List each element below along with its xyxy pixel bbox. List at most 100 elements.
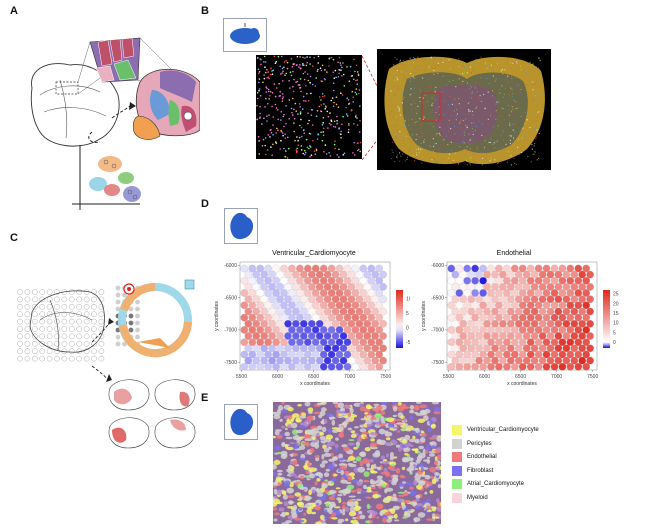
y-tick-label: -7500 bbox=[224, 360, 237, 366]
tissue-speck bbox=[532, 82, 534, 84]
cell-blob bbox=[358, 437, 363, 442]
cell-blob bbox=[412, 502, 417, 507]
transcript-dot bbox=[281, 132, 284, 134]
tissue-speck bbox=[436, 160, 439, 162]
tissue-speck bbox=[483, 93, 485, 96]
cell-blob bbox=[353, 446, 358, 450]
spot-point bbox=[479, 264, 487, 273]
tissue-speck bbox=[427, 78, 429, 80]
tissue-speck bbox=[507, 151, 510, 153]
tissue-speck bbox=[416, 154, 418, 156]
tissue-speck bbox=[466, 82, 469, 84]
cell-blob bbox=[319, 432, 324, 436]
colorbar bbox=[603, 290, 610, 348]
legend-label: Endothelial bbox=[467, 454, 497, 460]
spot-point bbox=[491, 307, 499, 316]
spot-point bbox=[538, 270, 547, 279]
tissue-speck bbox=[468, 110, 470, 112]
transcript-dot bbox=[268, 114, 270, 116]
transcript-dot bbox=[287, 136, 289, 139]
cell-blob bbox=[384, 442, 392, 446]
tissue-speck bbox=[403, 139, 405, 141]
cell-blob bbox=[327, 491, 331, 496]
spot-point bbox=[582, 301, 591, 310]
tissue-speck bbox=[474, 84, 476, 86]
cell-blob bbox=[289, 481, 294, 488]
transcript-dot bbox=[311, 109, 314, 111]
cell-blob bbox=[392, 406, 398, 412]
tissue-speck bbox=[515, 163, 518, 165]
spot-point bbox=[574, 276, 583, 285]
cell-blob bbox=[426, 459, 431, 464]
spot-point bbox=[562, 319, 571, 328]
spot-point bbox=[562, 270, 571, 279]
tissue-speck bbox=[467, 113, 470, 115]
tissue-speck bbox=[448, 157, 450, 159]
spot-point bbox=[371, 332, 380, 340]
cell-blob bbox=[276, 434, 283, 439]
transcript-dot bbox=[281, 72, 283, 74]
spot-point bbox=[359, 362, 368, 371]
cell-blob bbox=[273, 518, 278, 522]
tissue-speck bbox=[481, 164, 483, 166]
tissue-speck bbox=[394, 72, 396, 74]
cell-blob bbox=[363, 479, 370, 483]
cell-blob bbox=[277, 405, 284, 411]
transcript-dot bbox=[298, 84, 301, 86]
spot-point bbox=[264, 264, 272, 273]
cell-blob bbox=[429, 466, 436, 473]
transcript-dot bbox=[351, 90, 354, 93]
spot-cell bbox=[61, 355, 68, 362]
spot-cell bbox=[91, 304, 97, 310]
tissue-speck bbox=[507, 75, 509, 77]
transcript-dot bbox=[258, 81, 260, 84]
cell-blob bbox=[415, 459, 421, 464]
cell-blob bbox=[409, 444, 414, 447]
spot-point bbox=[582, 362, 591, 371]
cell-blob bbox=[436, 454, 441, 461]
transcript-dot bbox=[259, 94, 262, 97]
cell-blob bbox=[280, 453, 288, 459]
spot-cell bbox=[17, 296, 23, 303]
tissue-speck bbox=[412, 139, 414, 141]
cell-blob bbox=[429, 441, 434, 445]
transcript-dot bbox=[355, 64, 358, 67]
transcript-dot bbox=[282, 115, 284, 118]
cell-blob bbox=[350, 489, 357, 493]
cell-blob bbox=[281, 511, 286, 518]
tissue-speck bbox=[458, 121, 460, 123]
tissue-speck bbox=[415, 123, 417, 125]
spot-point bbox=[550, 362, 559, 371]
cell-blob bbox=[376, 483, 383, 487]
transcript-dot bbox=[351, 75, 353, 77]
cell-blob bbox=[415, 448, 419, 453]
tissue-speck bbox=[499, 147, 502, 149]
spot-cell bbox=[17, 341, 23, 347]
spot-cell bbox=[46, 341, 53, 347]
spot-cell bbox=[54, 311, 60, 318]
tissue-speck bbox=[401, 84, 403, 86]
tissue-speck bbox=[432, 102, 434, 104]
tissue-speck bbox=[423, 141, 425, 143]
spot-point bbox=[244, 332, 253, 340]
spot-point bbox=[355, 283, 364, 291]
transcript-dot bbox=[281, 93, 284, 95]
spot-point bbox=[578, 344, 587, 353]
transcript-dot bbox=[280, 139, 282, 142]
transcript-dot bbox=[276, 127, 278, 130]
spot-point bbox=[347, 283, 356, 291]
spot-cell bbox=[31, 311, 38, 318]
spot-point bbox=[503, 362, 511, 371]
spot-point bbox=[252, 319, 261, 328]
tissue-speck bbox=[432, 138, 434, 140]
cell-blob bbox=[298, 436, 305, 439]
tissue-speck bbox=[521, 152, 523, 154]
spot-point bbox=[244, 356, 253, 365]
spot-point bbox=[339, 270, 348, 279]
tissue-speck bbox=[471, 86, 473, 88]
cell-blob bbox=[397, 491, 405, 494]
spot-point bbox=[311, 350, 320, 359]
spot-point bbox=[526, 264, 535, 273]
spot-cell bbox=[98, 289, 105, 295]
spot-point bbox=[459, 283, 468, 291]
